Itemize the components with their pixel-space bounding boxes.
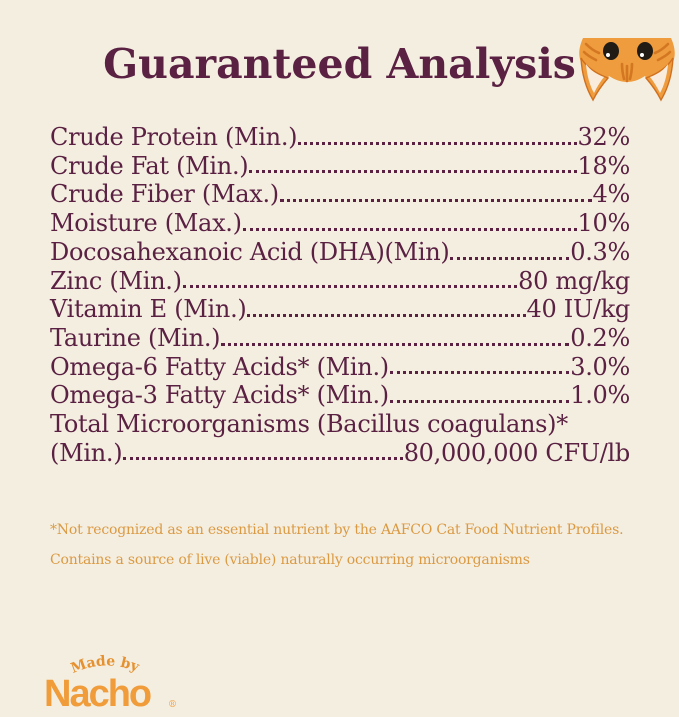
analysis-row: Taurine (Min.) 0.2% xyxy=(50,324,630,353)
nutrient-label: Crude Fat (Min.) xyxy=(50,151,249,180)
page-title: Guaranteed Analysis xyxy=(103,40,576,88)
dotted-leader xyxy=(122,439,404,468)
analysis-row: Zinc (Min.) 80 mg/kg xyxy=(50,267,630,296)
nutrient-value: 4% xyxy=(592,180,631,209)
nutrient-value: 40 IU/kg xyxy=(526,295,631,324)
analysis-row: Vitamin E (Min.) 40 IU/kg xyxy=(50,295,630,324)
dotted-leader xyxy=(182,267,518,296)
dotted-leader xyxy=(242,209,578,238)
nutrient-value: 1.0% xyxy=(570,381,630,410)
nutrient-value: 80 mg/kg xyxy=(518,266,630,295)
analysis-row: Total Microorganisms (Bacillus coagulans… xyxy=(50,410,630,439)
analysis-row: Crude Fat (Min.) 18% xyxy=(50,152,630,181)
aafco-footnote: *Not recognized as an essential nutrient… xyxy=(50,515,630,575)
peeking-cat-icon xyxy=(579,38,675,102)
nutrient-label: Omega-6 Fatty Acids* (Min.) xyxy=(50,352,389,381)
nutrient-label: Omega-3 Fatty Acids* (Min.) xyxy=(50,381,389,410)
nutrient-value: 3.0% xyxy=(570,352,630,381)
dotted-leader xyxy=(297,123,577,152)
nutrient-value: 10% xyxy=(577,209,631,238)
dotted-leader xyxy=(246,295,526,324)
nutrient-label: Moisture (Max.) xyxy=(50,209,242,238)
nutrient-value: 80,000,000 CFU/lb xyxy=(403,438,631,467)
made-by-nacho-logo: Made by Nacho ® xyxy=(44,653,177,714)
dotted-leader xyxy=(389,353,570,382)
svg-text:Made by: Made by xyxy=(69,653,142,677)
nutrient-label: Taurine (Min.) xyxy=(50,323,221,352)
dotted-leader xyxy=(248,152,577,181)
footnote-line-1: *Not recognized as an essential nutrient… xyxy=(50,522,624,539)
registered-mark: ® xyxy=(168,700,177,710)
nutrient-value: 0.2% xyxy=(570,323,630,352)
nutrient-label: Zinc (Min.) xyxy=(50,266,182,295)
guaranteed-analysis-list: Crude Protein (Min.) 32% Crude Fat (Min.… xyxy=(50,123,630,467)
nutrient-label: Docosahexanoic Acid (DHA)(Min) xyxy=(50,237,450,266)
nutrient-value: 32% xyxy=(577,123,631,151)
nutrient-label: (Min.) xyxy=(50,438,123,467)
nutrient-label: Crude Fiber (Max.) xyxy=(50,180,279,209)
analysis-row: Docosahexanoic Acid (DHA)(Min) 0.3% xyxy=(50,238,630,267)
analysis-row: Crude Fiber (Max.) 4% xyxy=(50,180,630,209)
dotted-leader xyxy=(220,324,570,353)
nutrient-label: Vitamin E (Min.) xyxy=(50,295,247,324)
nutrient-value: 0.3% xyxy=(570,237,630,266)
analysis-row: Omega-6 Fatty Acids* (Min.) 3.0% xyxy=(50,353,630,382)
nutrient-value: 18% xyxy=(577,151,631,180)
nutrient-label: Crude Protein (Min.) xyxy=(50,123,298,151)
made-by-text: Made by xyxy=(69,653,142,677)
footnote-line-2: Contains a source of live (viable) natur… xyxy=(50,552,530,569)
dotted-leader xyxy=(279,180,593,209)
analysis-row: Omega-3 Fatty Acids* (Min.) 1.0% xyxy=(50,381,630,410)
analysis-row: Moisture (Max.) 10% xyxy=(50,209,630,238)
nutrient-label: Total Microorganisms (Bacillus coagulans… xyxy=(50,410,568,439)
analysis-row: Crude Protein (Min.) 32% xyxy=(50,123,630,152)
dotted-leader xyxy=(449,238,570,267)
dotted-leader xyxy=(389,381,570,410)
brand-text: Nacho xyxy=(44,673,151,714)
analysis-row: (Min.) 80,000,000 CFU/lb xyxy=(50,439,630,468)
